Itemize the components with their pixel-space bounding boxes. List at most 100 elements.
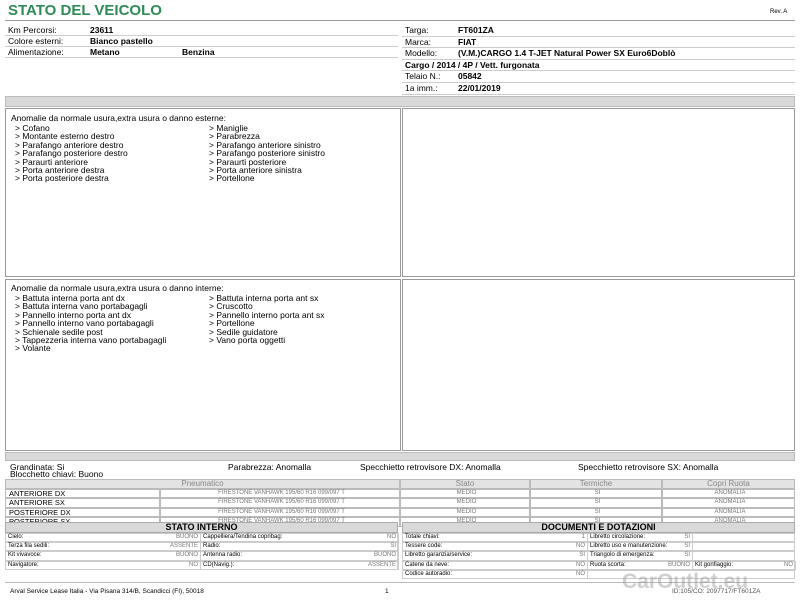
damage-item: > Montante esterno destro <box>15 131 115 142</box>
damage-item: > Volante <box>15 343 51 354</box>
field-label: Catene da neve: <box>405 561 450 568</box>
row-box <box>5 560 398 570</box>
field-value: NO <box>576 570 585 577</box>
footer-id: ID:105/CO: 2097717/FT601ZA <box>672 588 761 595</box>
table-cell: ANTERIORE DX <box>5 488 160 498</box>
field-value: SI <box>390 543 396 550</box>
info-value: (V.M.)CARGO 1.4 T-JET Natural Power SX E… <box>458 48 676 59</box>
field-value: NO <box>189 561 198 568</box>
field-value: NO <box>576 561 585 568</box>
damage-item: > Porta anteriore sinistra <box>209 165 302 175</box>
table-cell: FIRESTONE VANHAWK 195/60 R16 099/097 T <box>160 507 400 517</box>
footer-page: 1 <box>385 588 389 595</box>
field-value: SI <box>684 534 690 540</box>
cell-divider <box>692 533 693 543</box>
cell-divider <box>692 551 693 561</box>
row-box <box>402 560 795 570</box>
cell-divider <box>587 560 588 570</box>
cell-divider <box>398 533 399 543</box>
table-cell: FIRESTONE VANHAWK 195/60 R16 099/097 T <box>160 488 400 498</box>
table-cell: ANOMALIA <box>662 498 795 508</box>
field-label: Libretto uso e manutenzione: <box>590 543 668 550</box>
table-header: Stato <box>400 479 530 489</box>
table-cell: ANTERIORE SX <box>5 498 160 508</box>
damage-item: > Vano porta oggetti <box>209 335 286 345</box>
cell-divider <box>200 551 201 561</box>
field-value: ASSENTE <box>367 561 396 568</box>
page-title: STATO DEL VEICOLO <box>8 2 162 19</box>
row-box <box>402 542 795 552</box>
row-line <box>402 58 795 60</box>
watermark: CarOutlet.eu <box>622 570 749 593</box>
field-value: NO <box>576 543 585 550</box>
field-value: NO <box>387 534 396 540</box>
field-label: Radio: <box>203 543 221 550</box>
damage-item: > Cruscotto <box>209 301 253 312</box>
info-label: Marca: <box>405 36 431 47</box>
row-box <box>5 551 398 561</box>
field-label: Kit gonfiaggio: <box>695 561 734 568</box>
damage-item: > Parabrezza <box>209 131 260 142</box>
table-header: Pneumatico <box>5 479 400 489</box>
field-value: SI <box>579 552 585 559</box>
damage-item: > Paraurti posteriore <box>209 156 287 167</box>
info-value: Bianco pastello <box>90 36 153 46</box>
cell-divider <box>587 551 588 561</box>
table-cell: ANOMALIA <box>662 507 795 517</box>
damage-item: > Porta anteriore destra <box>15 165 105 175</box>
table-cell: MEDIO <box>400 507 530 517</box>
row-line <box>402 82 795 83</box>
field-value: 1 <box>581 534 585 540</box>
cell-divider <box>587 533 588 543</box>
summary-item: Blocchetto chiavi: Buono <box>10 469 104 479</box>
damage-item: > Parafango posteriore destro <box>15 148 128 159</box>
field-label: Navigatore: <box>8 561 39 568</box>
info-label: Alimentazione: <box>8 47 64 57</box>
internal-box-right <box>402 279 795 451</box>
cell-divider <box>692 560 693 570</box>
damage-item: > Battuta interna porta ant dx <box>15 293 125 303</box>
row-line <box>5 35 398 36</box>
damage-item: > Parafango posteriore sinistro <box>209 148 325 159</box>
row-box <box>402 569 795 579</box>
field-label: Terza fila sedili: <box>8 543 50 550</box>
external-box-right <box>402 108 795 277</box>
table-cell: POSTERIORE DX <box>5 507 160 517</box>
field-label: Cappelliera/Tendina copribag: <box>203 534 283 540</box>
field-label: Codice autoradio: <box>405 570 453 577</box>
table-header: Copri Ruota <box>662 479 795 489</box>
table-header: Termiche <box>530 479 662 489</box>
summary-item: Specchietto retrovisore SX: Anomalla <box>578 462 719 472</box>
cell-divider <box>398 542 399 552</box>
row-box <box>5 533 398 543</box>
info-label: Colore esterni: <box>8 36 64 46</box>
field-label: Triangolo di emergenza: <box>590 552 655 559</box>
field-value: BUONO <box>373 552 396 559</box>
cell-divider <box>398 560 399 570</box>
row-line <box>5 57 398 58</box>
damage-item: > Maniglie <box>209 123 248 133</box>
section-bar <box>5 96 795 107</box>
row-line <box>402 35 795 37</box>
damage-item: > Pannello interno porta ant sx <box>209 309 325 320</box>
table-cell: SI <box>530 488 662 498</box>
info-value: FT601ZA <box>458 25 494 35</box>
table-cell: ANOMALIA <box>662 488 795 498</box>
row-line <box>402 47 795 49</box>
row-line <box>5 46 398 47</box>
footer-rule <box>5 582 795 583</box>
damage-item: > Porta posteriore destra <box>15 173 109 184</box>
info-value: Metano <box>90 47 120 57</box>
info-label: 1a imm.: <box>405 83 438 93</box>
field-value: SI <box>684 552 690 559</box>
damage-item: > Pannello interno vano portabagagli <box>15 318 154 329</box>
field-label: Ruota scorta: <box>590 561 626 568</box>
damage-item: > Pannello interno porta ant dx <box>15 309 132 320</box>
footer-address: Arval Service Lease Italia - Via Pisana … <box>10 588 204 595</box>
info-label: Targa: <box>405 25 429 35</box>
damage-item: > Tappezzeria interna vano portabagagli <box>15 335 167 345</box>
damage-item: > Parafango anteriore destro <box>15 139 124 150</box>
cell-divider <box>200 542 201 552</box>
field-value: BUONO <box>175 534 198 540</box>
